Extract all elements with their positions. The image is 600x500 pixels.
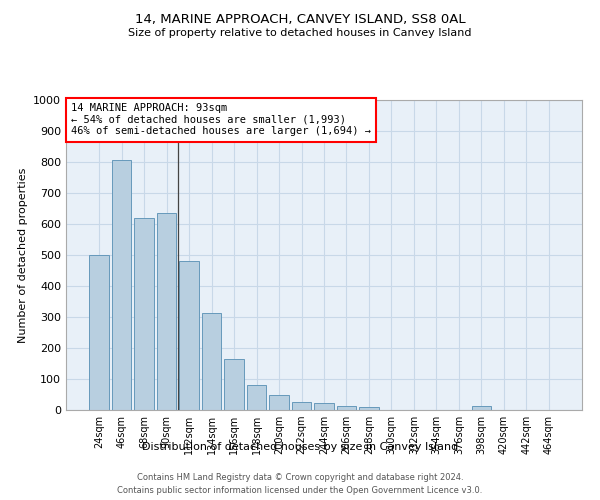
Bar xyxy=(292,402,311,410)
Text: Distribution of detached houses by size in Canvey Island: Distribution of detached houses by size … xyxy=(142,442,458,452)
Bar xyxy=(269,394,289,410)
Bar xyxy=(337,406,356,410)
Bar xyxy=(179,261,199,410)
Bar xyxy=(314,403,334,410)
Bar xyxy=(472,406,491,410)
Bar xyxy=(247,385,266,410)
Text: Contains HM Land Registry data © Crown copyright and database right 2024.: Contains HM Land Registry data © Crown c… xyxy=(137,472,463,482)
Bar xyxy=(134,218,154,410)
Text: Contains public sector information licensed under the Open Government Licence v3: Contains public sector information licen… xyxy=(118,486,482,495)
Bar xyxy=(359,407,379,410)
Bar xyxy=(202,314,221,410)
Bar xyxy=(157,213,176,410)
Text: 14, MARINE APPROACH, CANVEY ISLAND, SS8 0AL: 14, MARINE APPROACH, CANVEY ISLAND, SS8 … xyxy=(134,12,466,26)
Y-axis label: Number of detached properties: Number of detached properties xyxy=(17,168,28,342)
Bar xyxy=(224,360,244,410)
Text: Size of property relative to detached houses in Canvey Island: Size of property relative to detached ho… xyxy=(128,28,472,38)
Bar xyxy=(89,255,109,410)
Text: 14 MARINE APPROACH: 93sqm
← 54% of detached houses are smaller (1,993)
46% of se: 14 MARINE APPROACH: 93sqm ← 54% of detac… xyxy=(71,103,371,136)
Bar xyxy=(112,160,131,410)
